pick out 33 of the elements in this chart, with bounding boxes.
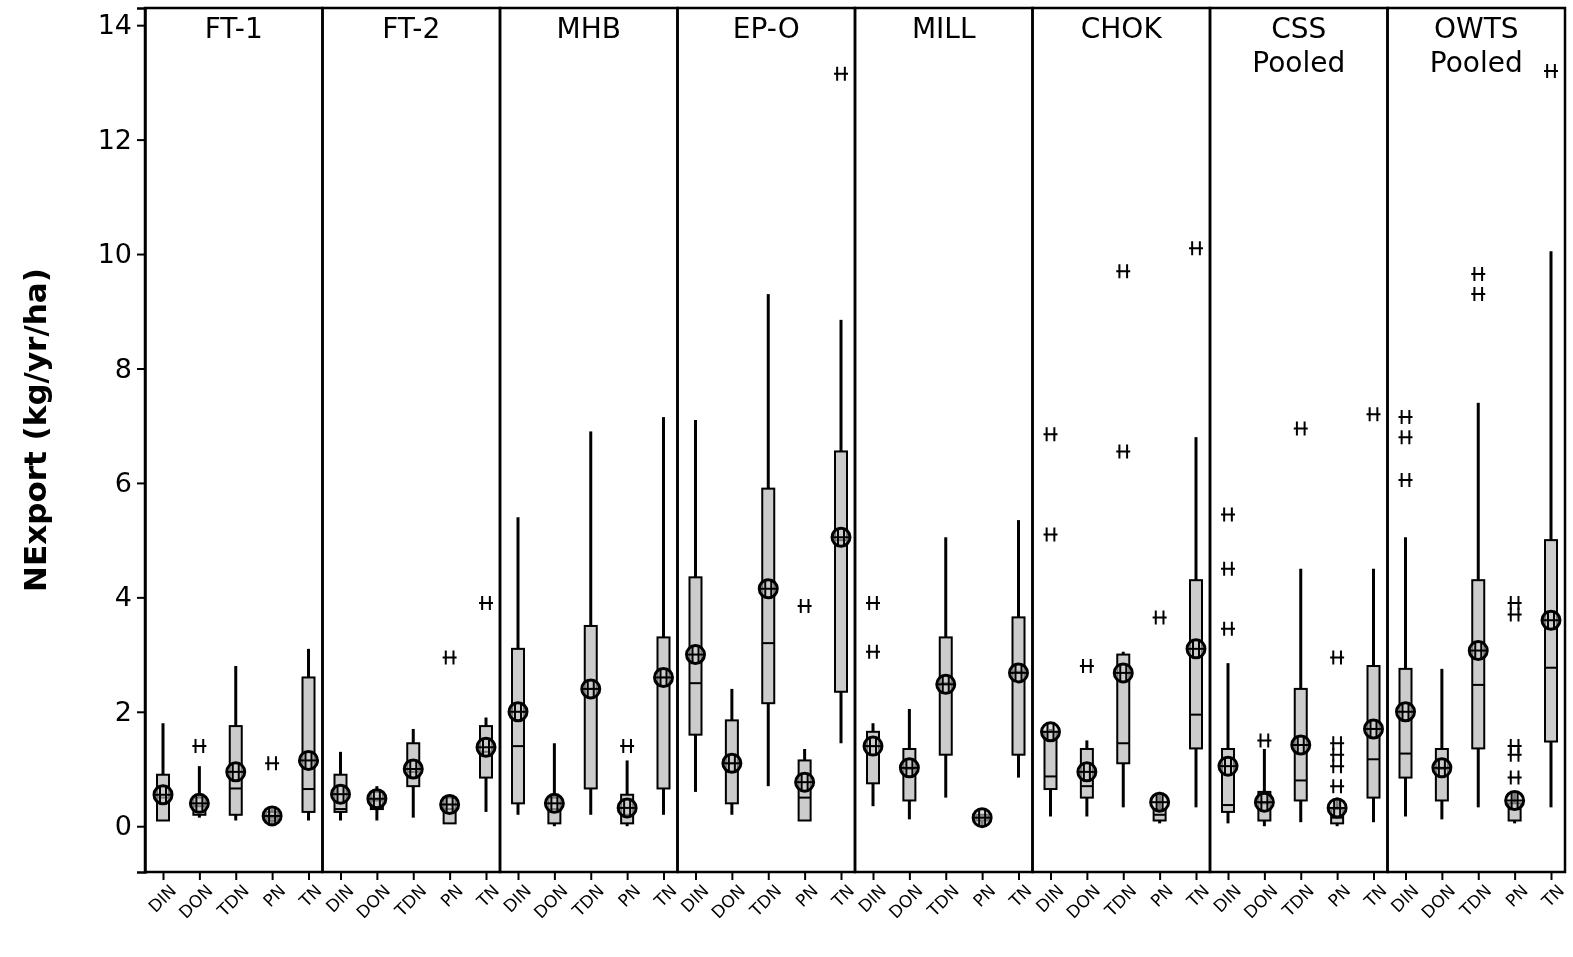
chart-title: EP-O bbox=[732, 12, 800, 45]
chart-title: MHB bbox=[556, 12, 621, 45]
x-tick-label: PN bbox=[1501, 880, 1532, 911]
text: CSS Pooled bbox=[1252, 12, 1346, 79]
x-tick-label: TN bbox=[471, 880, 504, 912]
y-tick-label: 8 bbox=[114, 352, 132, 384]
x-tick-label: TN bbox=[1004, 880, 1036, 912]
x-tick-label: PN bbox=[436, 880, 467, 911]
y-tick-label: 14 bbox=[97, 9, 132, 41]
x-tick-label: PN bbox=[258, 880, 290, 911]
y-tick-label: 2 bbox=[114, 695, 132, 727]
x-tick-label: TN bbox=[826, 880, 859, 912]
y-tick-label: 12 bbox=[97, 123, 132, 155]
x-tick-label: TN bbox=[649, 880, 681, 912]
x-tick-label: TN bbox=[1359, 880, 1391, 912]
x-tick-label: TN bbox=[1181, 880, 1214, 912]
x-tick-label: PN bbox=[613, 880, 645, 911]
chart-title: MILL bbox=[911, 12, 976, 45]
y-tick-label: 6 bbox=[114, 467, 132, 499]
y-tick-label: 10 bbox=[97, 238, 132, 270]
chart-title: CHOK bbox=[1080, 12, 1163, 45]
x-tick-label: PN bbox=[1146, 880, 1177, 911]
y-tick-label: 4 bbox=[114, 581, 132, 613]
chart-title: FT-2 bbox=[382, 12, 441, 45]
text: OWTS Pooled bbox=[1429, 12, 1523, 79]
x-tick-label: TN bbox=[1536, 880, 1569, 912]
x-tick-label: PN bbox=[1323, 880, 1355, 911]
x-tick-label: PN bbox=[968, 880, 1000, 911]
x-tick-label: PN bbox=[791, 880, 822, 911]
y-axis-title: NExport (kg/yr/ha) bbox=[17, 268, 53, 592]
x-tick-label: TN bbox=[294, 880, 326, 912]
chart-title: FT-1 bbox=[204, 12, 263, 45]
y-tick-label: 0 bbox=[114, 810, 132, 842]
